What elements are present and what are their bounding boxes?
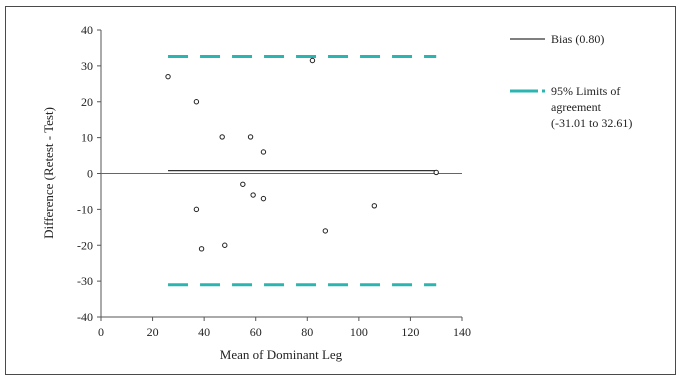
x-tick-label: 100 xyxy=(350,325,368,339)
data-point xyxy=(240,181,246,187)
y-tick-label: -20 xyxy=(77,238,93,252)
y-tick-label: -30 xyxy=(77,274,93,288)
data-point xyxy=(247,134,254,140)
x-tick-label: 0 xyxy=(98,325,104,339)
legend-label: agreement xyxy=(551,100,602,114)
legend: Bias (0.80) 95% Limits of agreement (-31.01… xyxy=(510,32,632,130)
data-point xyxy=(198,246,205,252)
y-tick-label: 20 xyxy=(81,95,93,109)
data-point xyxy=(322,228,329,234)
x-tick-label: 120 xyxy=(401,325,419,339)
x-axis-title: Mean of Dominant Leg xyxy=(220,347,343,362)
legend-label: 95% Limits of xyxy=(551,84,620,98)
plot-area: -40 -30 -20 -10 0 10 20 30 40 0 20 40 60 80 100 120 140 xyxy=(77,23,471,339)
data-point xyxy=(250,192,256,198)
x-tick-label: 80 xyxy=(301,325,313,339)
y-tick-label: 0 xyxy=(87,167,93,181)
y-tick-label: 10 xyxy=(81,131,93,145)
data-point xyxy=(222,242,228,248)
y-axis-title: Difference (Retest - Test) xyxy=(41,107,56,239)
y-tick-label: -40 xyxy=(77,310,93,324)
chart-frame: -40 -30 -20 -10 0 10 20 30 40 0 20 40 60 80 100 120 140 … xyxy=(5,6,676,375)
data-point xyxy=(433,169,439,176)
legend-label: (-31.01 to 32.61) xyxy=(551,116,632,130)
data-point xyxy=(219,134,225,140)
y-tick-label: 30 xyxy=(81,59,93,73)
data-point xyxy=(165,73,171,80)
data-point xyxy=(260,149,267,155)
x-tick-label: 40 xyxy=(198,325,210,339)
data-point xyxy=(260,195,267,202)
data-point xyxy=(193,206,200,213)
legend-label: Bias (0.80) xyxy=(551,32,604,46)
x-tick-label: 60 xyxy=(250,325,262,339)
y-tick-label: -10 xyxy=(77,202,93,216)
data-point xyxy=(309,57,316,64)
data-point xyxy=(371,203,378,209)
y-tick-label: 40 xyxy=(81,23,93,37)
x-tick-label: 20 xyxy=(147,325,159,339)
data-point xyxy=(193,99,200,105)
x-tick-label: 140 xyxy=(453,325,471,339)
